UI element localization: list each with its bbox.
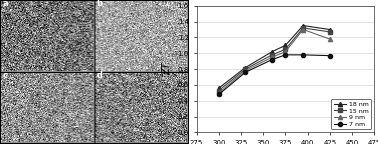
Text: c: c [3,71,8,80]
18 nm [270,51,274,53]
9 nm [217,92,221,94]
15 nm [283,48,288,50]
Line: 9 nm: 9 nm [217,28,332,95]
Text: b: b [96,0,102,8]
9 nm [270,56,274,58]
Legend: 18 nm, 15 nm, 9 nm, 7 nm: 18 nm, 15 nm, 9 nm, 7 nm [331,99,371,129]
7 nm [327,55,332,57]
9 nm [283,51,288,53]
18 nm [217,87,221,89]
7 nm [270,59,274,60]
9 nm [243,70,248,72]
15 nm [301,27,305,29]
18 nm [243,67,248,68]
15 nm [270,54,274,56]
7 nm [217,94,221,95]
Line: 15 nm: 15 nm [217,26,332,93]
Line: 7 nm: 7 nm [217,53,332,96]
Text: d: d [96,71,102,80]
Y-axis label: ZT: ZT [162,63,172,75]
18 nm [301,25,305,26]
15 nm [217,90,221,91]
15 nm [243,68,248,70]
18 nm [283,44,288,46]
9 nm [301,29,305,30]
7 nm [301,54,305,56]
Line: 18 nm: 18 nm [217,23,332,90]
15 nm [327,31,332,33]
18 nm [327,29,332,30]
Text: a: a [3,0,9,8]
7 nm [243,71,248,73]
7 nm [283,54,288,56]
9 nm [327,38,332,40]
